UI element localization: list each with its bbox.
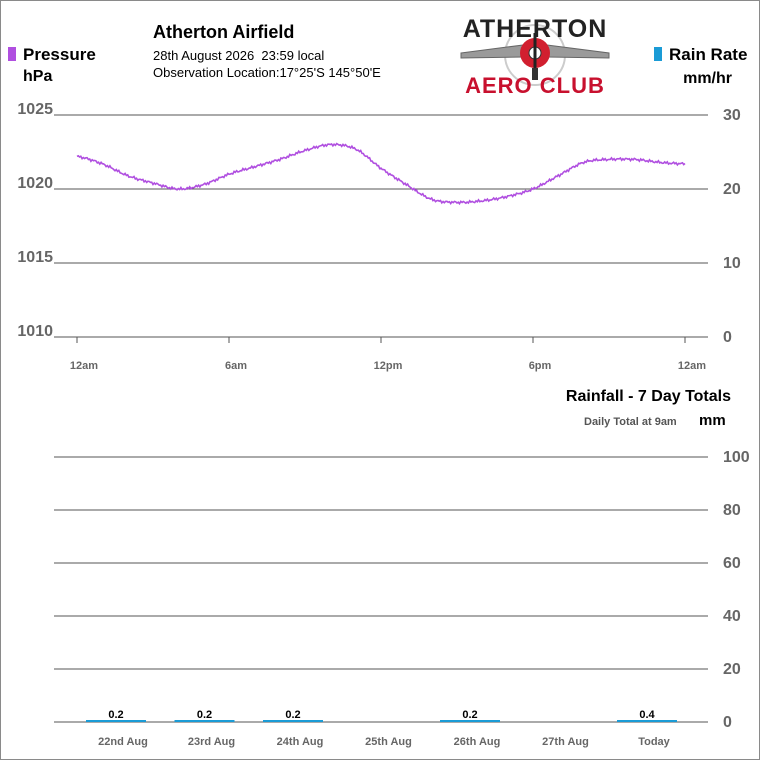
- rain-day-label: 22nd Aug: [98, 736, 148, 748]
- rain-bar-value-label: 0.2: [285, 709, 300, 721]
- rain-bar: [86, 720, 146, 722]
- rain-y-tick: 100: [723, 449, 750, 466]
- rain-day-label: Today: [638, 736, 670, 748]
- x-tick-label: 12pm: [374, 360, 403, 372]
- rain-bar-value-label: 0.2: [108, 709, 123, 721]
- pressure-unit: hPa: [23, 68, 53, 85]
- logo-line-1: ATHERTON: [463, 15, 608, 43]
- rain-y-tick: 60: [723, 555, 741, 572]
- pressure-series-line: [76, 142, 686, 206]
- pressure-y-tick: 1015: [17, 249, 53, 266]
- rain-day-label: 27th Aug: [542, 736, 589, 748]
- rain-y-tick: 80: [723, 502, 741, 519]
- rain-bar: [174, 720, 235, 722]
- station-name: Atherton Airfield: [153, 22, 295, 42]
- rain-bar-value-label: 0.2: [462, 709, 477, 721]
- rain-rate-y-tick: 0: [723, 329, 732, 346]
- rain-bar-value-label: 0.2: [197, 709, 212, 721]
- rain-swatch: [654, 47, 662, 61]
- rain-totals-unit: mm: [699, 412, 726, 429]
- rain-totals-subtitle: Daily Total at 9am: [584, 416, 677, 428]
- x-tick-label: 12am: [678, 360, 706, 372]
- observation-location: Observation Location:17°25'S 145°50'E: [153, 65, 381, 80]
- rain-bar: [617, 720, 677, 722]
- aero-club-logo: ATHERTON AERO CLUB: [460, 15, 610, 98]
- rain-rate-y-tick: 10: [723, 255, 741, 272]
- rain-y-tick: 20: [723, 661, 741, 678]
- rain-rate-legend-label: Rain Rate: [669, 45, 748, 64]
- observation-datetime: 28th August 2026 23:59 local: [153, 48, 325, 63]
- pressure-y-tick: 1020: [17, 175, 53, 192]
- rain-bar: [440, 720, 500, 722]
- x-tick-label: 12am: [70, 360, 98, 372]
- rain-day-label: 25th Aug: [365, 736, 412, 748]
- pressure-chart: 1025 1020 1015 1010 30 20 10 0 12am 6am 12pm 6pm 1…: [17, 101, 741, 372]
- rain-totals-title: Rainfall - 7 Day Totals: [565, 388, 731, 405]
- pressure-y-tick: 1010: [17, 323, 53, 340]
- rain-rate-unit: mm/hr: [683, 70, 732, 87]
- rain-bar: [263, 720, 323, 722]
- rain-day-label: 26th Aug: [454, 736, 501, 748]
- pressure-y-tick: 1025: [17, 101, 53, 118]
- rain-rate-y-tick: 30: [723, 107, 741, 124]
- rain-y-tick: 0: [723, 714, 732, 731]
- rainfall-bar-chart: 100 80 60 40 20 0 0.2 0.2 0.2 0.2 0.4 22nd Aug 23r…: [54, 449, 750, 748]
- aircraft-icon: [460, 24, 610, 86]
- rain-day-label: 23rd Aug: [188, 736, 235, 748]
- rain-rate-y-tick: 20: [723, 181, 741, 198]
- rain-bar-value-label: 0.4: [639, 709, 655, 721]
- rain-day-label: 24th Aug: [277, 736, 324, 748]
- pressure-swatch: [8, 47, 16, 61]
- logo-line-2: AERO CLUB: [465, 73, 605, 98]
- x-tick-label: 6am: [225, 360, 247, 372]
- x-tick-label: 6pm: [529, 360, 552, 372]
- pressure-legend-label: Pressure: [23, 45, 96, 64]
- rain-y-tick: 40: [723, 608, 741, 625]
